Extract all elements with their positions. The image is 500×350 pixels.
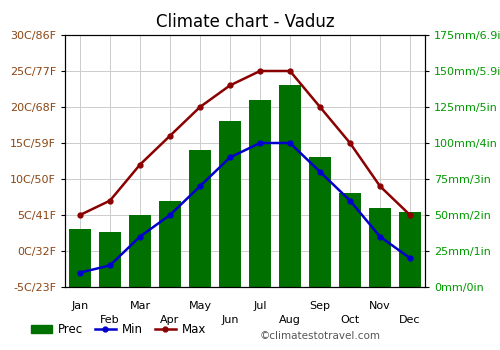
- Text: ©climatestotravel.com: ©climatestotravel.com: [260, 331, 381, 341]
- Text: Jun: Jun: [221, 315, 239, 325]
- Text: Jan: Jan: [72, 301, 88, 311]
- Bar: [189, 150, 211, 287]
- Text: Dec: Dec: [399, 315, 421, 325]
- Bar: [159, 201, 181, 287]
- Bar: [279, 85, 301, 287]
- Title: Climate chart - Vaduz: Climate chart - Vaduz: [156, 13, 334, 31]
- Text: Mar: Mar: [130, 301, 150, 311]
- Bar: [249, 100, 271, 287]
- Text: Feb: Feb: [100, 315, 120, 325]
- Text: May: May: [188, 301, 212, 311]
- Text: Jul: Jul: [254, 301, 267, 311]
- Text: Sep: Sep: [310, 301, 330, 311]
- Text: Apr: Apr: [160, 315, 180, 325]
- Bar: [369, 208, 391, 287]
- Bar: [219, 121, 241, 287]
- Bar: [339, 194, 361, 287]
- Bar: [399, 212, 421, 287]
- Text: Oct: Oct: [340, 315, 359, 325]
- Text: Aug: Aug: [279, 315, 301, 325]
- Bar: [69, 229, 91, 287]
- Text: Nov: Nov: [369, 301, 391, 311]
- Bar: [99, 232, 121, 287]
- Legend: Prec, Min, Max: Prec, Min, Max: [26, 318, 211, 341]
- Bar: [129, 215, 151, 287]
- Bar: [309, 158, 331, 287]
